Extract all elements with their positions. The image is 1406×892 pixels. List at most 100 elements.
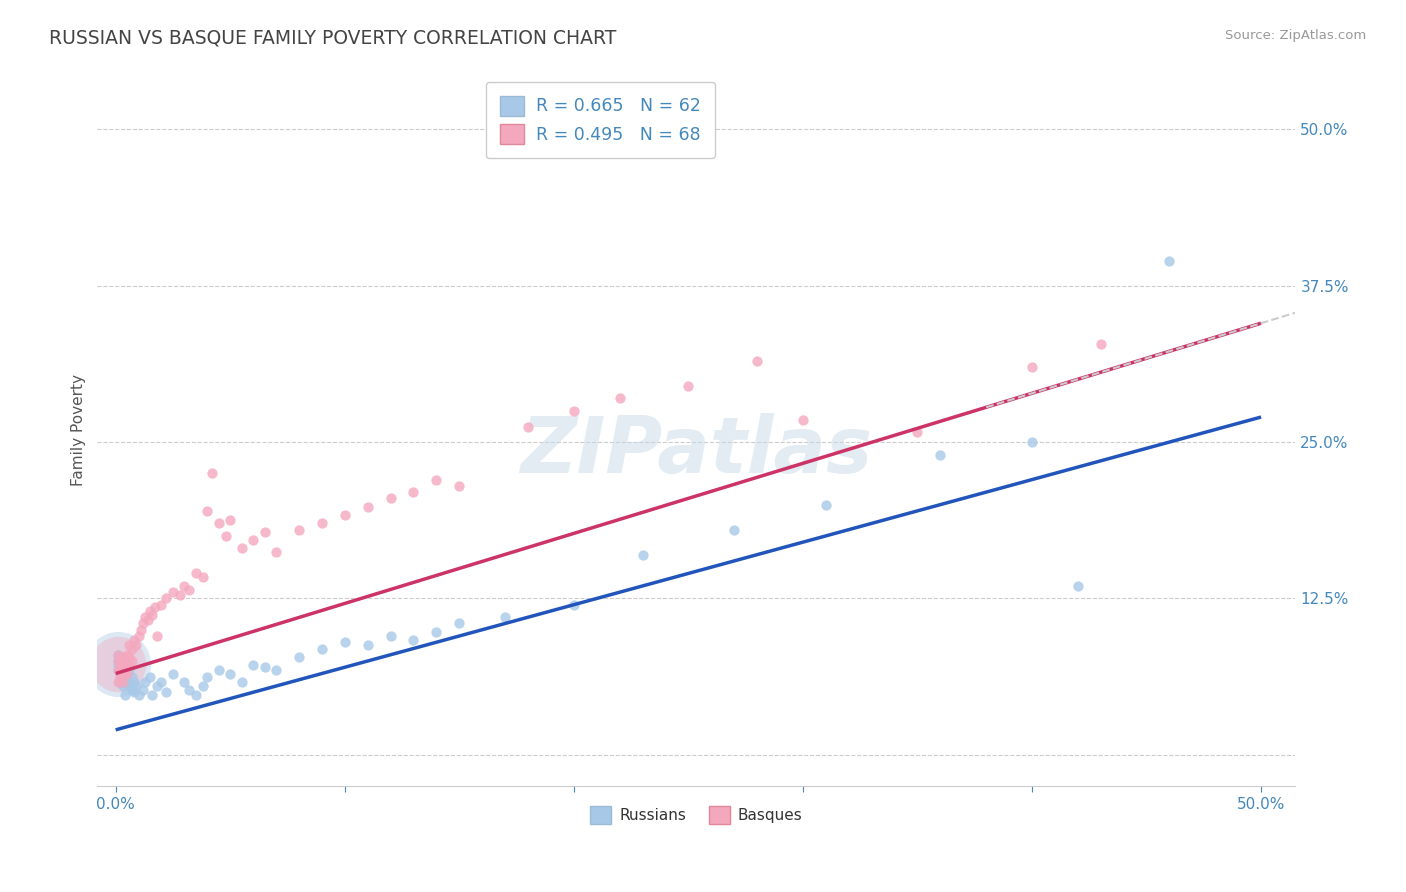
Point (114, 660, 136, 674)
Point (562, 404, 585, 418)
Point (132, 682, 155, 697)
Point (425, 473, 447, 487)
Point (1067, 579, 1090, 593)
Point (242, 533, 264, 547)
Point (114, 657, 136, 672)
Point (219, 666, 242, 681)
Point (115, 657, 138, 672)
Text: RUSSIAN VS BASQUE FAMILY POVERTY CORRELATION CHART: RUSSIAN VS BASQUE FAMILY POVERTY CORRELA… (49, 29, 617, 47)
Point (118, 657, 141, 672)
Point (132, 616, 155, 631)
Point (253, 660, 276, 674)
Point (141, 607, 163, 622)
Point (111, 679, 134, 693)
Point (121, 682, 143, 697)
Point (107, 648, 129, 662)
Point (562, 598, 585, 612)
Point (107, 663, 129, 677)
Point (111, 666, 134, 681)
Point (231, 541, 253, 556)
Point (678, 378, 700, 392)
Point (121, 641, 143, 656)
Point (208, 663, 231, 677)
Point (107, 675, 129, 690)
Point (118, 638, 141, 652)
Point (110, 670, 132, 684)
Point (111, 654, 134, 668)
Point (162, 666, 184, 681)
Point (139, 604, 162, 618)
Point (115, 648, 138, 662)
Point (122, 675, 145, 690)
Point (111, 663, 134, 677)
Point (517, 420, 540, 434)
Point (311, 641, 333, 656)
Point (494, 610, 516, 624)
Point (264, 663, 287, 677)
Point (107, 663, 129, 677)
Point (143, 600, 166, 615)
Point (1090, 337, 1112, 351)
Point (114, 673, 136, 687)
Point (1159, 253, 1181, 268)
Point (173, 579, 195, 593)
Point (122, 685, 145, 699)
Point (402, 485, 425, 500)
Text: ZIPatlas: ZIPatlas (520, 413, 873, 489)
Point (162, 585, 184, 599)
Text: Source: ZipAtlas.com: Source: ZipAtlas.com (1226, 29, 1367, 42)
Point (177, 682, 200, 697)
Point (723, 523, 745, 537)
Point (134, 610, 156, 624)
Point (333, 508, 356, 522)
Point (214, 529, 236, 543)
Point (150, 675, 173, 690)
Point (114, 654, 136, 668)
Point (150, 598, 173, 612)
Point (380, 629, 402, 643)
Point (110, 660, 132, 674)
Point (110, 663, 132, 677)
Point (402, 632, 425, 647)
Point (111, 670, 134, 684)
Point (907, 425, 929, 439)
Point (288, 650, 311, 665)
Point (114, 663, 136, 677)
Point (231, 675, 253, 690)
Point (253, 525, 276, 540)
Point (745, 353, 768, 368)
Point (242, 657, 264, 672)
Point (195, 670, 218, 684)
Point (129, 623, 152, 637)
Point (121, 654, 143, 668)
Point (146, 679, 169, 693)
Point (177, 582, 200, 597)
Point (1021, 435, 1043, 450)
Point (110, 666, 132, 681)
Point (357, 500, 380, 515)
Point (219, 513, 242, 527)
Point (107, 654, 129, 668)
Point (128, 688, 150, 702)
Point (191, 570, 214, 584)
Point (208, 516, 231, 531)
Point (118, 650, 141, 665)
Point (1021, 359, 1043, 374)
Point (114, 688, 136, 702)
Y-axis label: Family Poverty: Family Poverty (72, 374, 86, 485)
Point (191, 679, 214, 693)
Point (111, 675, 134, 690)
Point (609, 391, 631, 405)
Point (107, 657, 129, 671)
Point (115, 666, 138, 681)
Point (125, 638, 148, 652)
Point (201, 467, 224, 481)
Point (107, 657, 129, 672)
Point (110, 657, 132, 672)
Point (141, 688, 163, 702)
Point (169, 588, 191, 602)
Point (333, 635, 356, 649)
Point (118, 679, 141, 693)
Point (155, 685, 177, 699)
Point (631, 548, 654, 562)
